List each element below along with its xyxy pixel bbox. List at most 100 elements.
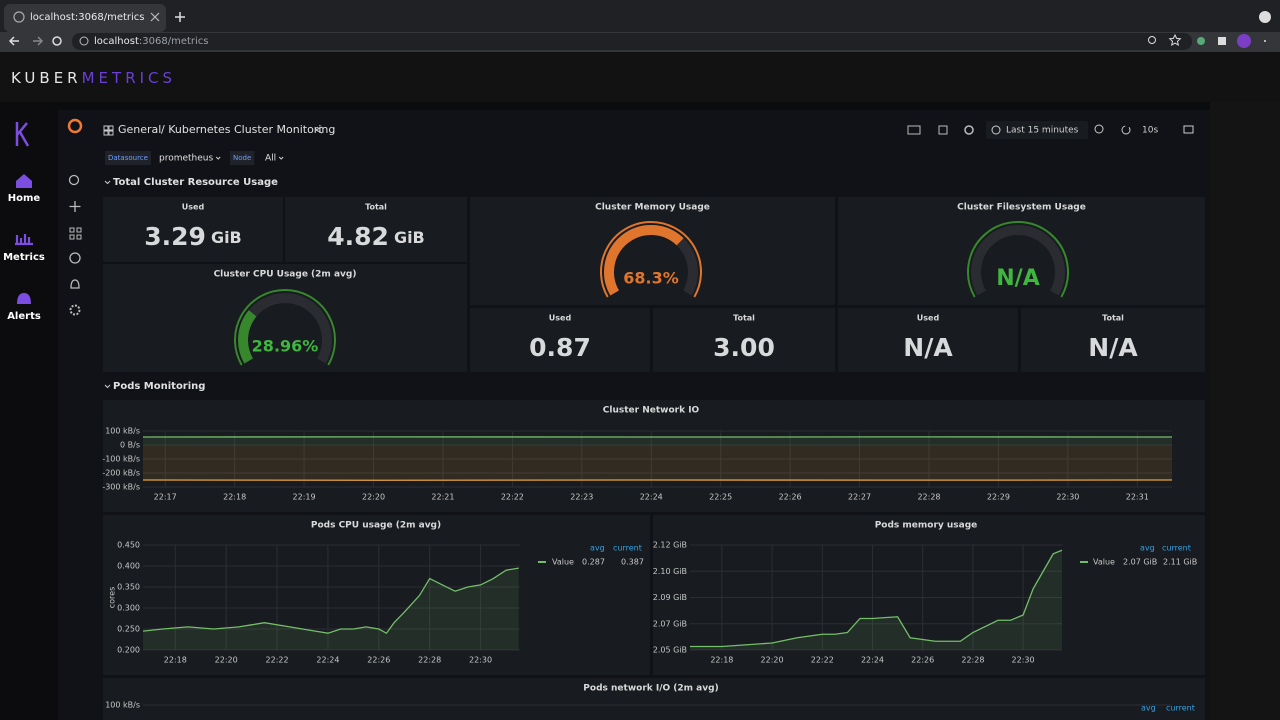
site-info[interactable] [79,36,89,46]
variable-dropdown[interactable] [278,156,284,160]
profile-avatar[interactable] [1237,34,1251,48]
x-tick-label: 22:27 [848,493,871,502]
time-picker[interactable] [986,121,1088,139]
variable-label-box [105,151,151,165]
stat-label: Total [1102,314,1124,323]
panel [103,515,650,675]
refresh-interval[interactable]: 10s [1142,126,1158,136]
panel [470,197,835,305]
refresh-button[interactable] [1121,125,1131,135]
legend-header[interactable]: current [1166,704,1195,713]
row-title[interactable]: Total Cluster Resource Usage [113,177,278,188]
dashboard-title[interactable]: / Kubernetes Cluster Monitoring [161,123,335,136]
y-tick-label: -200 kB/s [102,469,140,478]
address-bar[interactable] [72,33,1192,50]
brand-accent: METRICS [82,69,176,87]
x-tick-label: 22:28 [961,656,984,665]
row-chevron[interactable] [104,384,111,389]
brand-main: KUBER [11,69,82,87]
legend-header[interactable]: avg [1140,544,1155,553]
panel-title: Pods CPU usage (2m avg) [311,521,441,531]
tab-menu[interactable] [1259,11,1271,23]
x-tick-label: 22:18 [164,656,187,665]
legend-header[interactable]: current [1162,544,1191,553]
x-tick-label: 22:30 [1012,656,1035,665]
tv-mode[interactable] [1183,125,1194,134]
y-tick-label: 2.10 GiB [653,567,687,576]
x-tick-label: 22:18 [710,656,733,665]
extension-icon[interactable] [1197,37,1205,45]
y-tick-label: 2.05 GiB [653,646,687,655]
x-tick-label: 22:25 [709,493,732,502]
share-icon[interactable] [315,126,323,134]
gauge-value: 28.96% [252,337,319,356]
y-tick-label: -100 kB/s [102,455,140,464]
panel [653,515,1205,675]
nav: Home Metrics Alerts [3,193,45,322]
tab-close[interactable] [150,12,160,22]
config-icon[interactable] [69,304,81,316]
save-icon[interactable] [938,125,948,135]
add-panel-icon[interactable] [907,125,921,135]
reload-button[interactable] [52,36,62,46]
search-icon[interactable] [68,174,80,186]
bookmark-icon[interactable] [1168,33,1182,46]
variable-dropdown[interactable] [215,156,221,160]
forward-button[interactable] [33,36,44,46]
url-host: localhost [94,36,139,47]
legend-header[interactable]: avg [1141,704,1156,713]
extensions-icon[interactable] [1218,37,1226,45]
x-tick-label: 22:28 [418,656,441,665]
row-chevron[interactable] [104,180,111,185]
x-tick-label: 22:22 [501,493,524,502]
x-tick-label: 22:19 [293,493,316,502]
legend-header[interactable]: avg [590,544,605,553]
new-tab[interactable] [175,12,185,22]
metrics-icon[interactable] [15,234,33,246]
create-icon[interactable] [69,201,81,212]
dashboard-content: Datasource prometheus Node All Total Cluster… [102,151,1205,720]
tab[interactable] [4,4,166,32]
menu-dot[interactable] [1264,40,1266,42]
y-tick-label: 0.300 [117,604,140,613]
y-tick-label: 0.350 [117,583,140,592]
settings-icon[interactable] [964,125,974,135]
y-tick-label: 0.450 [117,541,140,550]
grafana-logo[interactable] [67,118,83,134]
x-tick-label: 22:17 [154,493,177,502]
y-axis-label: cores [108,587,117,609]
brand: KUBERMETRICS [11,69,176,87]
variable-label: Node [233,154,251,162]
x-tick-label: 22:20 [215,656,238,665]
legend-name: Value [552,558,574,567]
home-icon[interactable] [16,174,32,188]
x-tick-label: 22:24 [316,656,339,665]
breadcrumb[interactable]: General [118,123,161,136]
dashboards-icon[interactable] [69,227,82,240]
zoom-icon[interactable] [1148,36,1156,44]
x-tick-label: 22:20 [362,493,385,502]
panel [1021,308,1205,372]
gauge-title: Cluster CPU Usage (2m avg) [214,270,357,280]
y-tick-label: 0.400 [117,562,140,571]
url-path: :3068/metrics [139,36,209,47]
row-title[interactable]: Pods Monitoring [113,381,205,392]
legend-header[interactable]: current [613,544,642,553]
alerting-icon[interactable] [70,279,80,289]
app-logo[interactable] [15,122,30,147]
stat-label: Total [733,314,755,323]
alerts-icon[interactable] [17,293,31,304]
panel [653,308,835,372]
gauge-threshold-ring [967,221,1069,298]
back-button[interactable] [8,36,19,46]
explore-icon[interactable] [69,252,81,264]
series-area [143,436,1172,445]
tab-favicon [13,11,25,23]
stat-value: 0.87 [529,333,591,362]
x-tick-label: 22:23 [570,493,593,502]
x-tick-label: 22:29 [987,493,1010,502]
x-tick-label: 22:22 [266,656,289,665]
panel-title: Pods network I/O (2m avg) [583,684,718,694]
zoom-out[interactable] [1094,124,1104,134]
x-tick-label: 22:24 [640,493,663,502]
